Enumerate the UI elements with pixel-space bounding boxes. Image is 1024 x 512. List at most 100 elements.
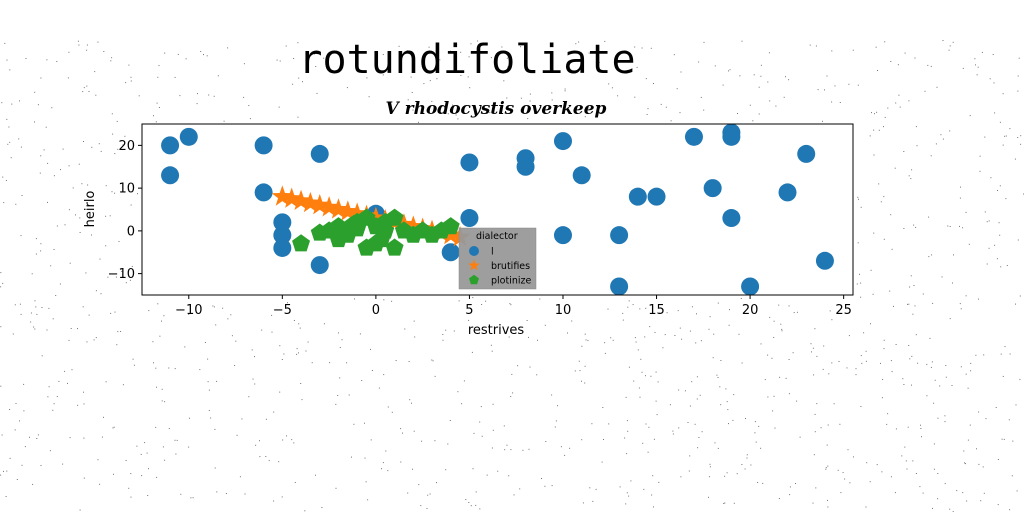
noise-dot (999, 121, 1001, 123)
noise-dot (709, 463, 711, 465)
noise-dot (887, 107, 889, 109)
noise-dot (227, 47, 229, 49)
noise-dot (708, 328, 710, 330)
noise-dot (708, 496, 709, 498)
noise-dot (639, 396, 641, 398)
noise-dot (216, 491, 218, 493)
noise-dot (937, 473, 939, 474)
noise-dot (962, 227, 964, 229)
noise-dot (970, 362, 972, 364)
background-noise (0, 40, 1024, 512)
noise-dot (746, 454, 748, 456)
noise-dot (983, 354, 985, 356)
noise-dot (130, 76, 132, 78)
noise-dot (837, 469, 839, 471)
noise-dot (909, 286, 911, 288)
noise-dot (632, 304, 634, 306)
noise-dot (156, 386, 157, 388)
noise-dot (249, 118, 251, 120)
noise-dot (251, 349, 253, 351)
noise-dot (480, 406, 482, 408)
noise-dot (703, 41, 705, 43)
noise-dot (826, 75, 828, 77)
noise-dot (551, 99, 553, 101)
noise-dot (697, 447, 699, 449)
noise-dot (998, 222, 1000, 224)
noise-dot (112, 427, 114, 429)
noise-dot (479, 421, 481, 423)
noise-dot (1019, 378, 1021, 380)
noise-dot (59, 283, 61, 285)
noise-dot (39, 172, 41, 174)
l-point (441, 243, 460, 262)
noise-dot (62, 463, 64, 465)
noise-dot (105, 381, 107, 383)
noise-dot (660, 103, 662, 105)
noise-dot (447, 443, 449, 445)
noise-dot (503, 80, 505, 82)
noise-dot (873, 129, 875, 131)
noise-dot (890, 360, 892, 362)
noise-dot (869, 481, 871, 483)
noise-dot (666, 312, 668, 314)
x-axis-label: restrives (468, 323, 525, 338)
l-point (610, 277, 629, 296)
noise-dot (53, 175, 55, 177)
noise-dot (960, 366, 962, 368)
noise-dot (276, 59, 278, 61)
noise-dot (994, 112, 996, 114)
noise-dot (174, 368, 176, 370)
noise-dot (1011, 475, 1013, 477)
noise-dot (714, 65, 716, 67)
plotinize-point (385, 208, 404, 226)
noise-dot (960, 308, 962, 310)
noise-dot (949, 508, 951, 510)
noise-dot (713, 333, 715, 335)
noise-dot (125, 460, 127, 461)
noise-dot (361, 380, 363, 381)
noise-dot (744, 468, 746, 470)
noise-dot (653, 83, 654, 84)
noise-dot (962, 67, 964, 69)
noise-dot (545, 441, 547, 442)
noise-dot (872, 293, 874, 295)
noise-dot (709, 316, 711, 318)
noise-dot (965, 211, 967, 213)
noise-dot (870, 269, 872, 271)
noise-dot (455, 114, 457, 116)
noise-dot (627, 306, 629, 308)
noise-dot (20, 235, 22, 237)
l-point (647, 187, 666, 206)
noise-dot (677, 310, 679, 312)
noise-dot (913, 224, 915, 226)
noise-dot (472, 468, 474, 470)
noise-dot (831, 50, 833, 52)
noise-dot (517, 365, 519, 367)
noise-dot (931, 361, 933, 363)
noise-dot (749, 104, 751, 106)
noise-dot (708, 476, 710, 478)
noise-dot (458, 300, 460, 302)
noise-dot (168, 428, 170, 429)
noise-dot (81, 183, 83, 185)
noise-dot (292, 83, 294, 85)
noise-dot (662, 347, 664, 349)
noise-dot (723, 503, 725, 504)
noise-dot (768, 52, 770, 54)
noise-dot (470, 43, 472, 45)
noise-dot (612, 339, 614, 341)
noise-dot (796, 400, 798, 402)
noise-dot (988, 220, 990, 222)
noise-dot (588, 107, 590, 109)
noise-dot (1005, 198, 1007, 200)
noise-dot (641, 371, 643, 373)
noise-dot (895, 102, 897, 104)
noise-dot (429, 80, 431, 82)
noise-dot (940, 134, 942, 136)
noise-dot (579, 370, 581, 372)
noise-dot (176, 439, 178, 441)
noise-dot (486, 474, 488, 476)
noise-dot (627, 430, 629, 432)
noise-dot (869, 135, 871, 137)
noise-dot (302, 81, 303, 83)
